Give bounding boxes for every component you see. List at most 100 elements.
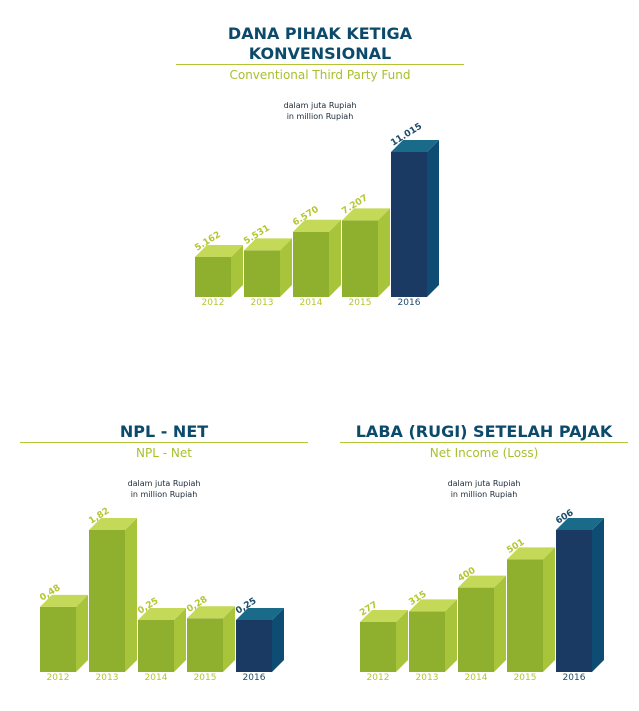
bar-side-face <box>427 140 439 297</box>
bar-2014 <box>458 575 506 672</box>
bar-side-face <box>280 238 292 297</box>
bar-front-face <box>187 618 223 672</box>
bar-chart-third-party-fund: 5.16220125.53120136.57020147.207201511.0… <box>193 122 439 308</box>
category-label: 2012 <box>202 298 225 308</box>
chart-panel-net-income: LABA (RUGI) SETELAH PAJAK Net Income (Lo… <box>338 418 630 708</box>
title-divider <box>340 442 628 443</box>
bar-top-face <box>236 608 284 620</box>
category-label: 2015 <box>514 673 537 683</box>
bar-side-face <box>174 608 186 672</box>
bar-side-face <box>125 518 137 672</box>
category-label: 2012 <box>367 673 390 683</box>
chart-title-line-1: LABA (RUGI) SETELAH PAJAK <box>355 422 613 441</box>
category-label: 2016 <box>563 673 586 683</box>
bar-side-face <box>543 547 555 672</box>
bar-front-face <box>391 152 427 297</box>
unit-note-id: dalam juta Rupiah <box>447 479 521 488</box>
bar-2013 <box>409 599 457 672</box>
bar-top-face <box>507 547 555 560</box>
bar-front-face <box>244 250 280 297</box>
bar-top-face <box>89 518 137 530</box>
unit-note: dalam juta Rupiah in million Rupiah <box>18 478 310 500</box>
chart-title: NPL - NET <box>18 422 310 442</box>
bar-side-face <box>272 608 284 672</box>
bar-side-face <box>494 575 506 672</box>
bar-side-face <box>223 606 235 672</box>
bar-2015 <box>507 547 555 672</box>
bar-side-face <box>445 599 457 672</box>
bar-front-face <box>236 620 272 672</box>
bar-side-face <box>396 610 408 672</box>
unit-note: dalam juta Rupiah in million Rupiah <box>338 478 630 500</box>
bar-side-face <box>378 208 390 297</box>
chart-subtitle: Net Income (Loss) <box>429 446 539 460</box>
category-label: 2013 <box>416 673 439 683</box>
bar-side-face <box>592 518 604 672</box>
bar-top-face <box>138 608 186 620</box>
unit-note-id: dalam juta Rupiah <box>127 479 201 488</box>
chart-panel-third-party-fund: DANA PIHAK KETIGA KONVENSIONAL Conventio… <box>170 22 470 312</box>
bar-side-face <box>329 219 341 297</box>
bar-top-face <box>458 575 506 588</box>
unit-note-en: in million Rupiah <box>130 490 198 499</box>
chart-title-line-1: DANA PIHAK KETIGA <box>227 24 413 43</box>
chart-title: DANA PIHAK KETIGA KONVENSIONAL <box>170 24 470 64</box>
unit-note-en: in million Rupiah <box>286 112 354 121</box>
title-divider <box>176 64 464 65</box>
chart-title: LABA (RUGI) SETELAH PAJAK <box>338 422 630 442</box>
title-divider <box>20 442 308 443</box>
bar-front-face <box>195 257 231 297</box>
bar-2013 <box>244 238 292 297</box>
bar-front-face <box>507 559 543 672</box>
bar-2012 <box>360 610 408 672</box>
category-label: 2013 <box>251 298 274 308</box>
bar-top-face <box>293 219 341 232</box>
bar-front-face <box>89 530 125 672</box>
bar-2012 <box>195 245 243 297</box>
bar-2012 <box>40 594 88 672</box>
bar-top-face <box>391 140 439 152</box>
bar-front-face <box>342 220 378 297</box>
category-label: 2016 <box>398 298 421 308</box>
unit-note-id: dalam juta Rupiah <box>283 101 357 110</box>
bar-top-face <box>244 238 292 251</box>
bar-front-face <box>409 611 445 672</box>
unit-note-en: in million Rupiah <box>450 490 518 499</box>
bar-top-face <box>195 245 243 257</box>
bar-top-face <box>556 518 604 530</box>
category-label: 2015 <box>194 673 217 683</box>
bar-top-face <box>187 606 235 619</box>
category-label: 2014 <box>300 298 323 308</box>
bar-2015 <box>342 208 390 297</box>
category-label: 2015 <box>349 298 372 308</box>
category-label: 2014 <box>465 673 488 683</box>
bar-front-face <box>556 530 592 672</box>
bar-2013 <box>89 518 137 672</box>
bar-top-face <box>342 208 390 221</box>
bar-top-face <box>40 594 88 607</box>
bar-front-face <box>40 606 76 672</box>
chart-subtitle: Conventional Third Party Fund <box>229 68 411 82</box>
bar-2016 <box>556 518 604 672</box>
chart-title-line-1: NPL - NET <box>119 422 209 441</box>
bar-2014 <box>138 608 186 672</box>
bar-side-face <box>76 594 88 672</box>
bar-top-face <box>409 599 457 612</box>
chart-title-line-2: KONVENSIONAL <box>248 44 392 63</box>
category-label: 2016 <box>243 673 266 683</box>
chart-subtitle: NPL - Net <box>136 446 192 460</box>
bar-front-face <box>458 587 494 672</box>
category-label: 2014 <box>145 673 168 683</box>
bar-front-face <box>138 620 174 672</box>
unit-note: dalam juta Rupiah in million Rupiah <box>170 100 470 122</box>
bar-side-face <box>231 245 243 297</box>
category-label: 2012 <box>47 673 70 683</box>
bar-2016 <box>236 608 284 672</box>
chart-panel-npl-net: NPL - NET NPL - Net dalam juta Rupiah in… <box>18 418 310 708</box>
bar-front-face <box>293 231 329 297</box>
bar-front-face <box>360 622 396 672</box>
bar-top-face <box>360 610 408 622</box>
category-label: 2013 <box>96 673 119 683</box>
